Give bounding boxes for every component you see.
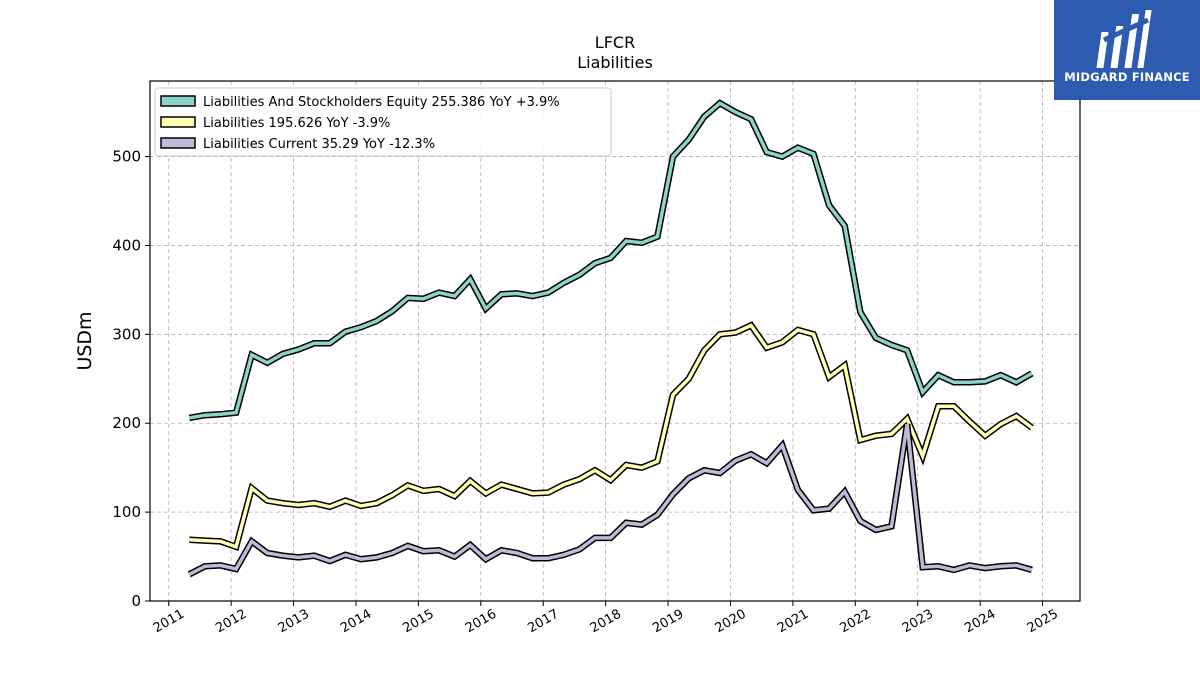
x-tick-label: 2011 [151,607,187,637]
brand-name: MIDGARD FINANCE [1064,70,1190,84]
y-tick-label: 500 [112,148,141,166]
y-tick-label: 0 [131,592,141,610]
chart-subtitle: Liabilities [577,53,653,72]
legend-label: Liabilities 195.626 YoY -3.9% [203,116,390,131]
x-tick-label: 2025 [1025,607,1061,637]
midgard-logo-icon [1096,10,1152,68]
legend-label: Liabilities And Stockholders Equity 255.… [203,95,560,110]
x-tick-label: 2013 [276,607,312,637]
x-tick-label: 2020 [713,607,749,637]
x-tick-label: 2017 [525,607,561,637]
y-tick-label: 200 [112,414,141,432]
x-tick-label: 2018 [588,607,624,637]
x-tick-label: 2021 [775,607,811,637]
series-lines [187,99,1034,578]
series-line-3 [188,423,1033,576]
plot-frame [149,80,1081,602]
chart-title: LFCR [595,33,635,52]
x-tick-label: 2016 [463,607,499,637]
axes: 2011 2012 2013 2014 2015 2016 2017 2018 2019 2020… [112,148,1061,637]
x-tick-label: 2022 [837,607,873,637]
y-axis-label: USDm [74,311,96,370]
legend: Liabilities And Stockholders Equity 255.… [154,87,612,157]
legend-swatch [160,95,196,107]
legend-box [154,87,612,157]
x-tick-label: 2012 [213,607,249,637]
x-tick-label: 2019 [650,607,686,637]
y-tick-label: 100 [112,503,141,521]
series-line-2 [189,323,1033,550]
x-tick-label: 2024 [962,607,998,637]
x-tick-label: 2014 [338,607,374,637]
x-tick-label: 2023 [900,607,936,637]
legend-label: Liabilities Current 35.29 YoY -12.3% [203,137,435,152]
y-tick-label: 300 [112,325,141,343]
y-tick-label: 400 [112,236,141,254]
x-tick-label: 2015 [401,607,437,637]
brand-logo: MIDGARD FINANCE [1054,0,1200,100]
series-line-outline [187,423,1033,578]
series-line-1 [189,101,1033,420]
legend-swatch [160,116,196,128]
legend-swatch [160,137,196,149]
grid [150,81,1080,602]
